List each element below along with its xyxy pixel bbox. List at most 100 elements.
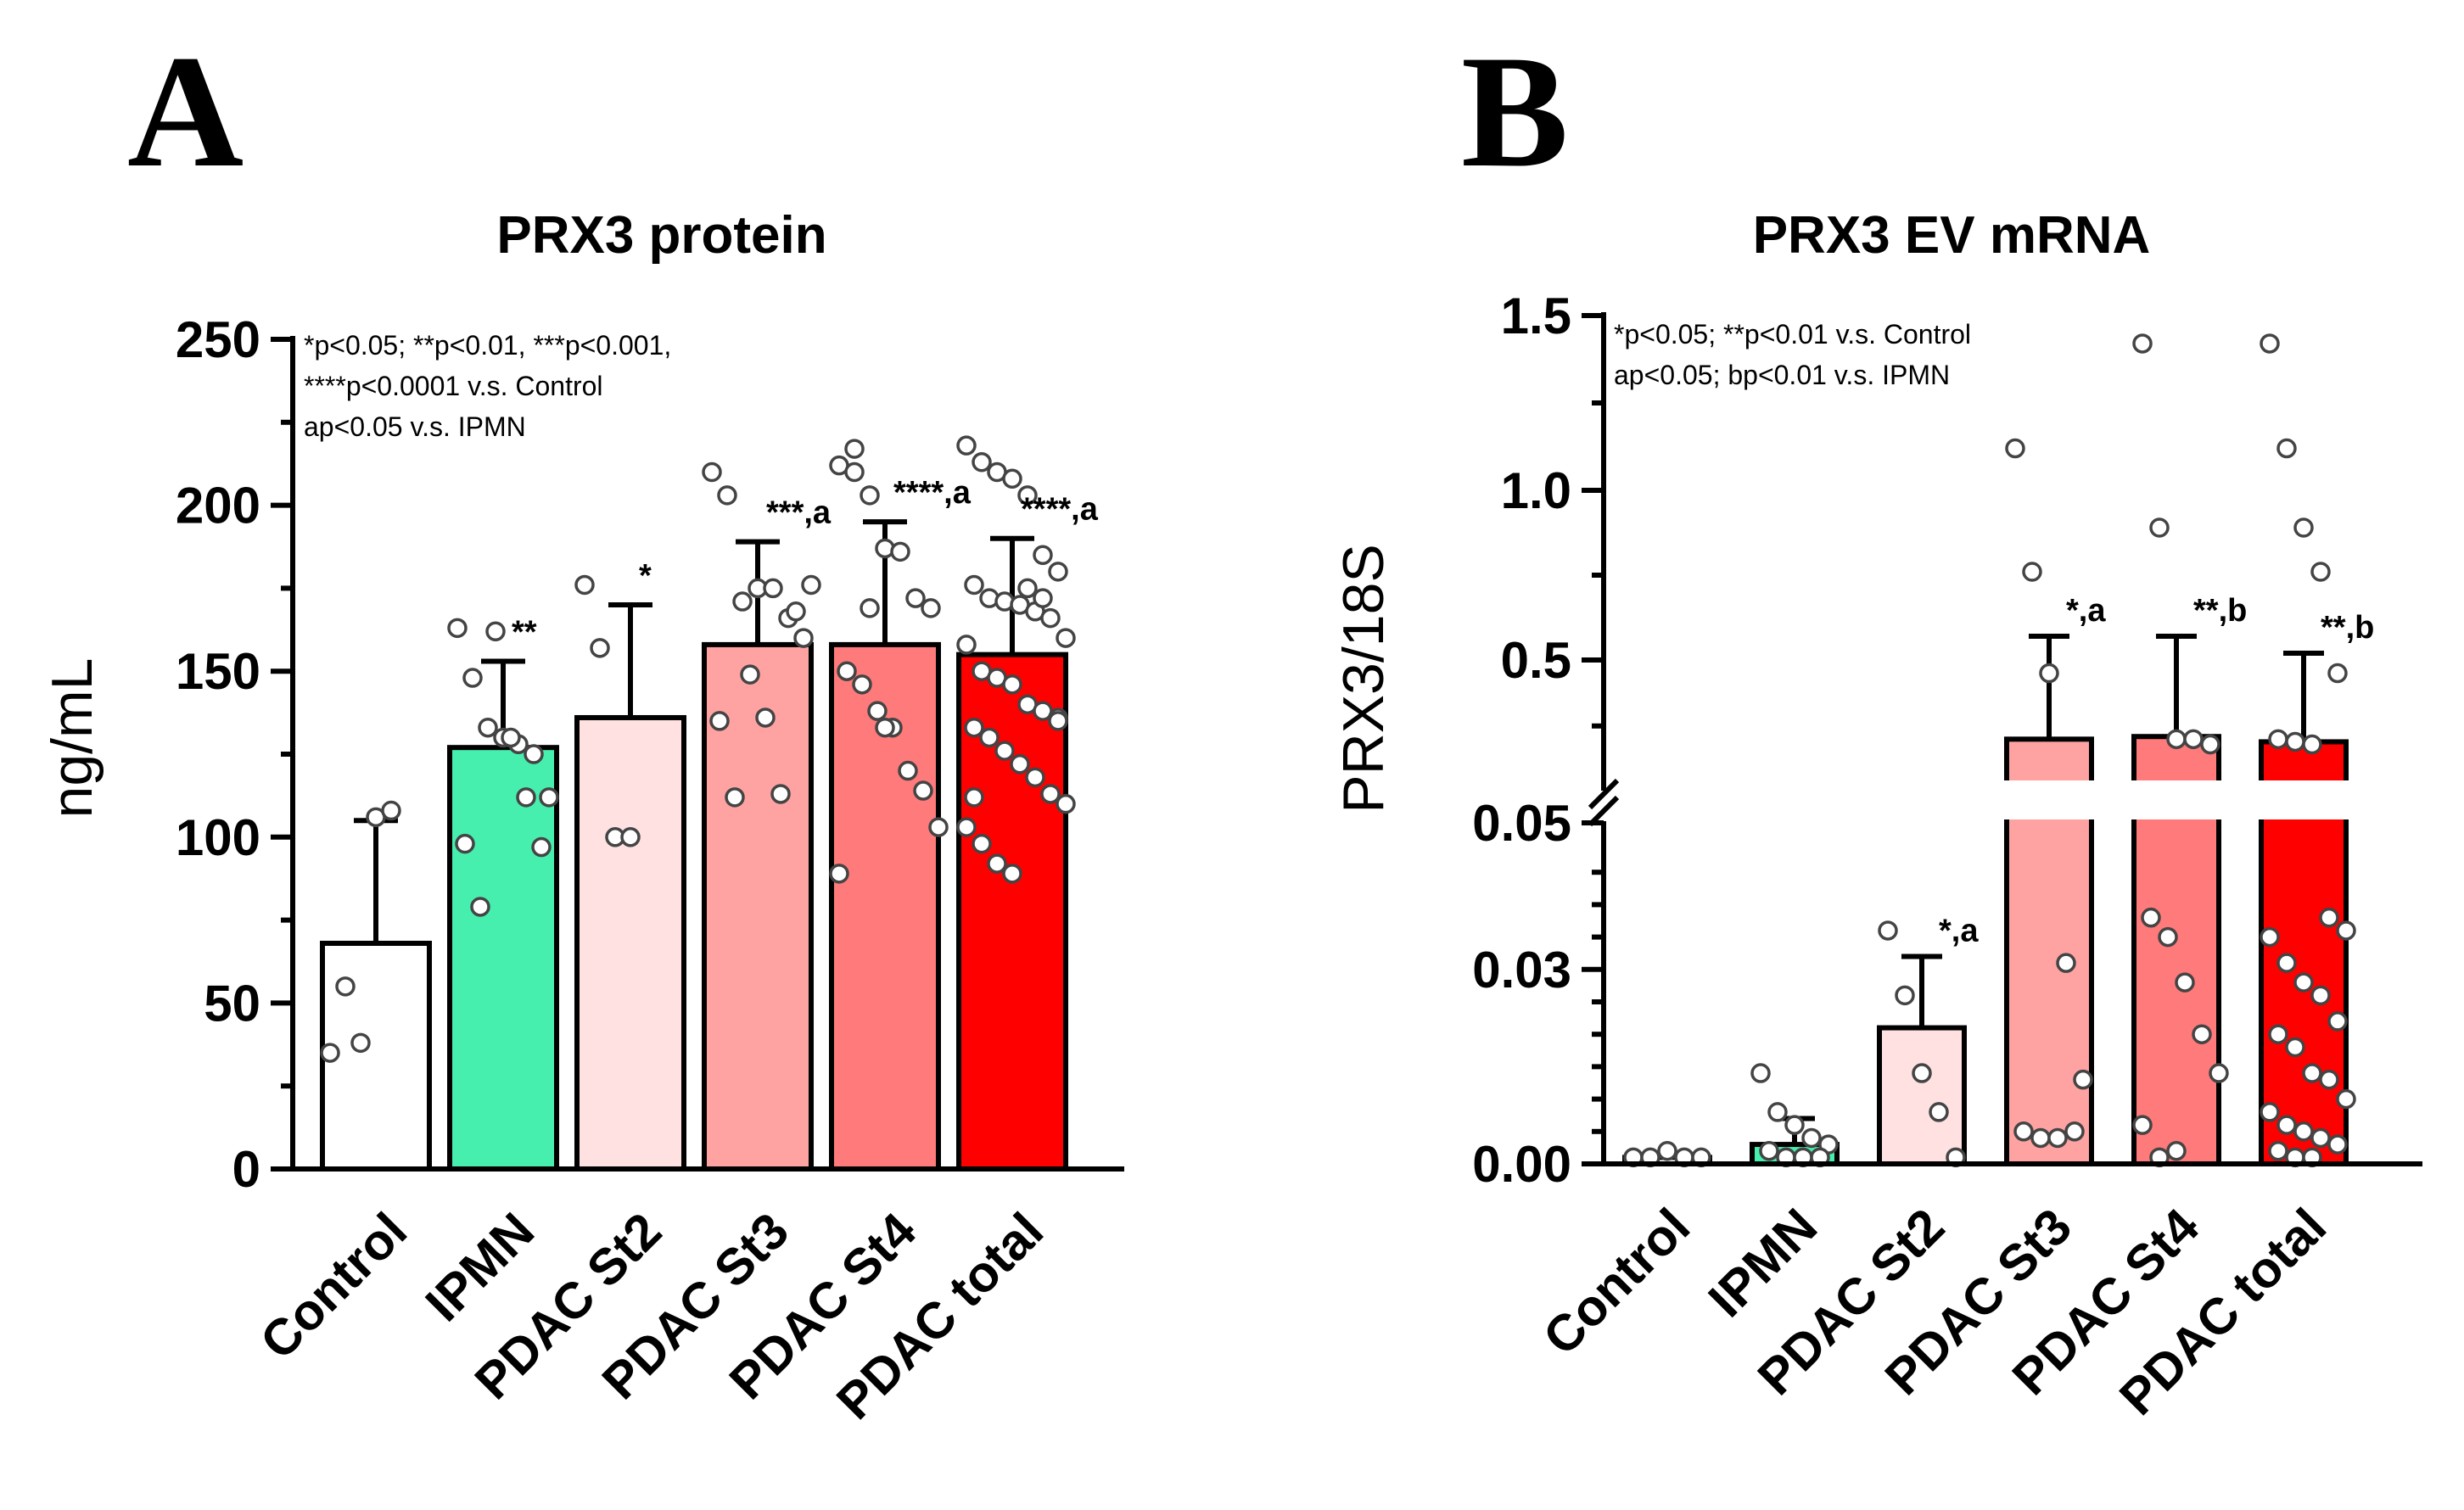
chart-b-ytick-label: 1.5 — [1501, 288, 1571, 344]
data-point-b-pdac-st3 — [2064, 1121, 2085, 1142]
data-point-a-pdac-total — [964, 787, 984, 808]
data-point-a-ipmn — [478, 717, 498, 738]
data-point-a-pdac-st3 — [801, 574, 821, 596]
data-point-b-pdac-st4 — [2192, 1024, 2212, 1044]
chart-b-ytick-label: 0.05 — [1472, 795, 1571, 852]
data-point-b-pdac-st2 — [1912, 1063, 1932, 1083]
chart-b-ytick-label: 0.5 — [1501, 632, 1571, 689]
data-point-b-pdac-total — [2293, 1121, 2314, 1142]
data-point-a-pdac-total — [1017, 485, 1038, 506]
data-point-a-pdac-total — [956, 635, 977, 655]
data-point-a-ipmn — [455, 833, 475, 854]
data-point-a-pdac-st3 — [770, 784, 791, 804]
chart-b-axis-break-mark — [1588, 795, 1620, 827]
data-point-b-pdac-total — [2319, 907, 2339, 928]
significance-label-b-pdac-st2: *,a — [1939, 914, 1979, 949]
panel-letter-b: B — [1461, 23, 1569, 201]
data-point-a-pdac-st4 — [844, 439, 865, 459]
data-point-a-pdac-st4 — [860, 485, 880, 506]
data-point-a-pdac-st4 — [860, 598, 880, 618]
bar-a-pdac-st2 — [574, 714, 686, 1172]
data-point-b-pdac-st3 — [2056, 953, 2076, 973]
data-point-a-pdac-total — [1048, 562, 1068, 582]
data-point-b-ipmn — [1767, 1102, 1788, 1122]
data-point-a-control — [320, 1043, 340, 1063]
data-point-b-pdac-total — [2302, 1063, 2322, 1083]
data-point-a-pdac-st3 — [725, 787, 745, 808]
data-point-b-pdac-total — [2336, 1088, 2356, 1110]
data-point-a-pdac-st3 — [702, 461, 722, 483]
significance-label-a-pdac-st3: ***,a — [766, 495, 832, 531]
data-point-b-pdac-total — [2276, 438, 2297, 459]
chart-a-ytick-label: 250 — [176, 311, 260, 368]
data-point-b-pdac-total — [2268, 1024, 2288, 1044]
data-point-b-pdac-total — [2285, 731, 2305, 752]
data-point-b-pdac-total — [2276, 1115, 2297, 1135]
data-point-a-pdac-st4 — [852, 674, 872, 695]
chart-b-ytick-label: 0.03 — [1472, 942, 1571, 998]
chart-a-title: PRX3 protein — [496, 206, 826, 265]
chart-b-ylabel: PRX3/18S — [1331, 544, 1396, 814]
data-point-a-pdac-st4 — [921, 598, 941, 618]
data-point-b-pdac-total — [2293, 972, 2314, 993]
data-point-a-pdac-total — [964, 574, 984, 596]
data-point-a-control — [350, 1032, 371, 1054]
data-point-a-pdac-st4 — [905, 588, 926, 608]
data-point-b-pdac-total — [2302, 734, 2322, 755]
data-point-b-pdac-st4 — [2166, 1140, 2187, 1161]
data-point-a-pdac-total — [987, 853, 1007, 874]
data-point-a-pdac-st4 — [837, 661, 857, 681]
chart-b-ytick-label: 1.0 — [1501, 462, 1571, 519]
data-point-b-pdac-total — [2319, 1069, 2339, 1090]
data-point-a-pdac-total — [972, 833, 992, 854]
data-point-b-pdac-total — [2268, 729, 2288, 750]
significance-label-b-pdac-st4: **,b — [2193, 593, 2247, 629]
data-point-a-pdac-total — [1056, 628, 1076, 648]
data-point-a-pdac-st4 — [928, 817, 949, 837]
data-point-b-ipmn — [1801, 1127, 1822, 1149]
significance-label-a-ipmn: ** — [512, 614, 537, 650]
data-point-a-pdac-st3 — [763, 578, 783, 599]
data-point-b-pdac-st3 — [2022, 562, 2042, 582]
axis-break-gap — [1610, 780, 2429, 819]
data-point-b-pdac-st2 — [1878, 920, 1898, 941]
data-point-b-pdac-st4 — [2132, 1115, 2153, 1135]
data-point-a-ipmn — [539, 787, 559, 808]
data-point-a-pdac-total — [956, 817, 977, 837]
chart-a-annotation-line-2: ****p<0.0001 v.s. Control — [304, 371, 603, 401]
data-point-a-pdac-total — [1056, 793, 1076, 814]
data-point-a-pdac-total — [972, 451, 992, 473]
data-point-b-pdac-total — [2260, 926, 2280, 948]
data-point-a-pdac-total — [964, 717, 984, 738]
data-point-a-pdac-st3 — [717, 485, 737, 506]
data-point-a-pdac-st4 — [913, 780, 933, 801]
data-point-a-pdac-st4 — [890, 541, 910, 562]
bar-a-ipmn — [447, 745, 559, 1172]
chart-a-ytick-label: 0 — [232, 1141, 260, 1198]
data-point-b-pdac-st4 — [2200, 734, 2220, 755]
data-point-a-control — [381, 800, 401, 821]
chart-b-annotation-line-1: *p<0.05; **p<0.01 v.s. Control — [1614, 319, 1971, 350]
data-point-a-ipmn — [470, 897, 490, 917]
chart-a-ylabel: ng/mL — [40, 658, 104, 819]
data-point-a-pdac-st3 — [732, 591, 753, 612]
chart-a-annotation-line-1: *p<0.05; **p<0.01, ***p<0.001, — [304, 330, 671, 361]
data-point-a-pdac-total — [1033, 588, 1053, 608]
data-point-a-pdac-st3 — [786, 601, 806, 622]
data-point-b-pdac-st3 — [2005, 438, 2025, 459]
data-point-a-control — [335, 976, 356, 997]
data-point-a-pdac-total — [1040, 607, 1061, 629]
data-point-b-pdac-total — [2260, 1102, 2280, 1122]
data-point-b-ipmn — [1784, 1115, 1805, 1135]
data-point-a-ipmn — [516, 787, 536, 808]
data-point-a-pdac-st4 — [875, 717, 895, 738]
data-point-a-ipmn — [501, 727, 521, 748]
data-point-a-ipmn — [462, 668, 483, 688]
data-point-a-pdac-st3 — [709, 711, 730, 731]
data-point-a-pdac-st2 — [620, 827, 641, 847]
significance-label-a-pdac-st4: ****,a — [893, 475, 972, 511]
data-point-a-pdac-total — [1048, 711, 1068, 731]
data-point-a-ipmn — [447, 618, 468, 639]
data-point-a-pdac-total — [1010, 753, 1030, 775]
